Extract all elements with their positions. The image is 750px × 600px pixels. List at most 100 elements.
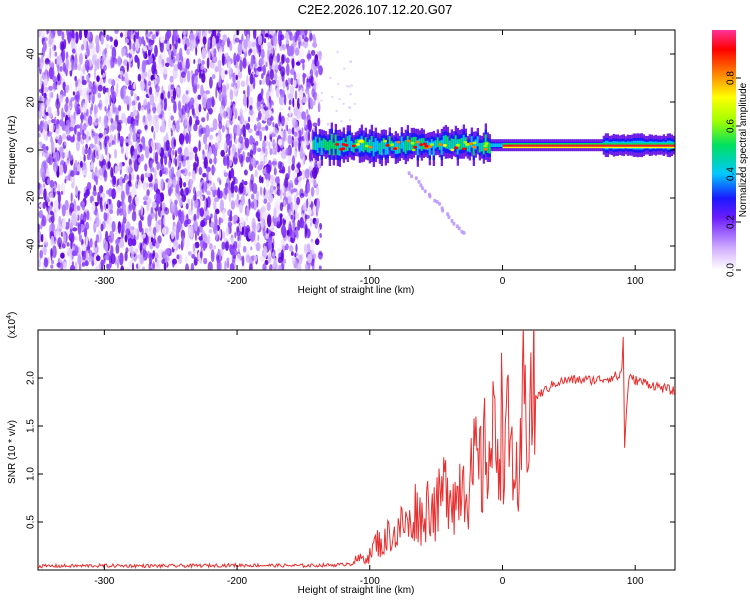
noise-blob (303, 131, 306, 144)
signal-hotspot (483, 144, 488, 148)
noise-blob (168, 50, 172, 56)
noise-blob (119, 252, 124, 266)
noise-blob (207, 261, 213, 270)
faint-branch-dot (441, 208, 445, 213)
noise-blob (317, 161, 322, 169)
noise-blob (104, 106, 107, 112)
noise-blob (282, 129, 286, 142)
noise-blob (210, 213, 213, 219)
noise-blob (96, 75, 100, 82)
noise-blob (125, 117, 128, 126)
noise-blob (81, 145, 85, 156)
noise-blob (45, 98, 50, 107)
noise-blob (306, 198, 309, 209)
faint-branch-dot (410, 174, 414, 179)
noise-blob (234, 138, 238, 145)
noise-blob (111, 103, 117, 115)
noise-blob (81, 262, 86, 267)
noise-blob (54, 51, 58, 57)
noise-blob (213, 167, 216, 172)
noise-blob (137, 180, 143, 189)
noise-blob (181, 236, 185, 243)
noise-blob (144, 98, 148, 106)
noise-blob (110, 167, 114, 178)
noise-blob (81, 243, 87, 252)
noise-blob (204, 197, 207, 209)
signal-core (320, 140, 323, 155)
noise-blob (286, 82, 289, 91)
noise-blob (227, 221, 233, 228)
noise-blob (124, 38, 130, 44)
noise-blob (294, 177, 299, 186)
noise-blob (289, 34, 294, 41)
noise-blob (54, 116, 57, 127)
noise-blob (54, 58, 57, 65)
noise-blob (175, 120, 180, 133)
noise-dot (347, 106, 351, 109)
noise-blob (83, 123, 87, 131)
noise-blob (133, 159, 139, 172)
noise-blob (185, 187, 190, 196)
signal-core (468, 142, 471, 153)
noise-blob (292, 219, 296, 232)
noise-blob (146, 202, 150, 212)
noise-blob (133, 234, 136, 242)
noise-blob (233, 240, 238, 251)
noise-blob (50, 91, 54, 99)
noise-blob (201, 47, 207, 60)
noise-blob (270, 231, 276, 237)
noise-blob (262, 245, 268, 259)
noise-blob (140, 205, 143, 216)
noise-blob (136, 263, 139, 269)
noise-blob (176, 254, 180, 260)
colorbar-tick-label: 0.4 (726, 167, 737, 181)
noise-blob (249, 256, 254, 266)
noise-blob (212, 118, 218, 131)
y-tick-label: -20 (26, 190, 37, 205)
noise-blob (218, 79, 222, 88)
noise-blob (287, 155, 292, 165)
noise-blob (163, 50, 166, 61)
noise-blob (74, 31, 79, 44)
noise-blob (110, 202, 113, 211)
noise-blob (131, 198, 136, 212)
noise-blob (312, 178, 317, 186)
noise-blob (282, 192, 287, 197)
noise-blob (307, 119, 312, 133)
noise-blob (143, 115, 146, 123)
noise-blob (156, 161, 160, 171)
noise-blob (77, 131, 81, 142)
noise-blob (65, 96, 69, 104)
noise-blob (296, 163, 301, 169)
noise-blob (190, 262, 195, 270)
noise-blob (274, 188, 278, 195)
noise-blob (234, 98, 238, 105)
noise-blob (229, 159, 233, 166)
noise-blob (312, 122, 318, 127)
noise-blob (52, 82, 57, 90)
noise-blob (104, 240, 109, 253)
noise-blob (100, 185, 103, 193)
y-tick-label: 0.5 (26, 515, 37, 529)
noise-blob (111, 91, 117, 99)
noise-blob (263, 54, 269, 66)
x-tick-label: -100 (360, 576, 380, 587)
noise-blob (138, 220, 143, 233)
noise-blob (256, 222, 260, 231)
noise-blob (173, 100, 177, 114)
noise-blob (177, 155, 180, 167)
noise-blob (136, 136, 141, 144)
noise-blob (193, 199, 199, 208)
noise-blob (83, 164, 88, 176)
noise-blob (236, 193, 240, 202)
faint-branch-dot (433, 198, 437, 203)
noise-blob (264, 125, 269, 131)
noise-blob (183, 182, 187, 188)
signal-hotspot (472, 145, 477, 149)
faint-branch-dot (423, 189, 427, 194)
noise-blob (86, 181, 92, 191)
noise-blob (247, 40, 252, 50)
noise-blob (250, 157, 256, 167)
noise-blob (154, 44, 158, 58)
faint-branch-dot (437, 201, 442, 206)
